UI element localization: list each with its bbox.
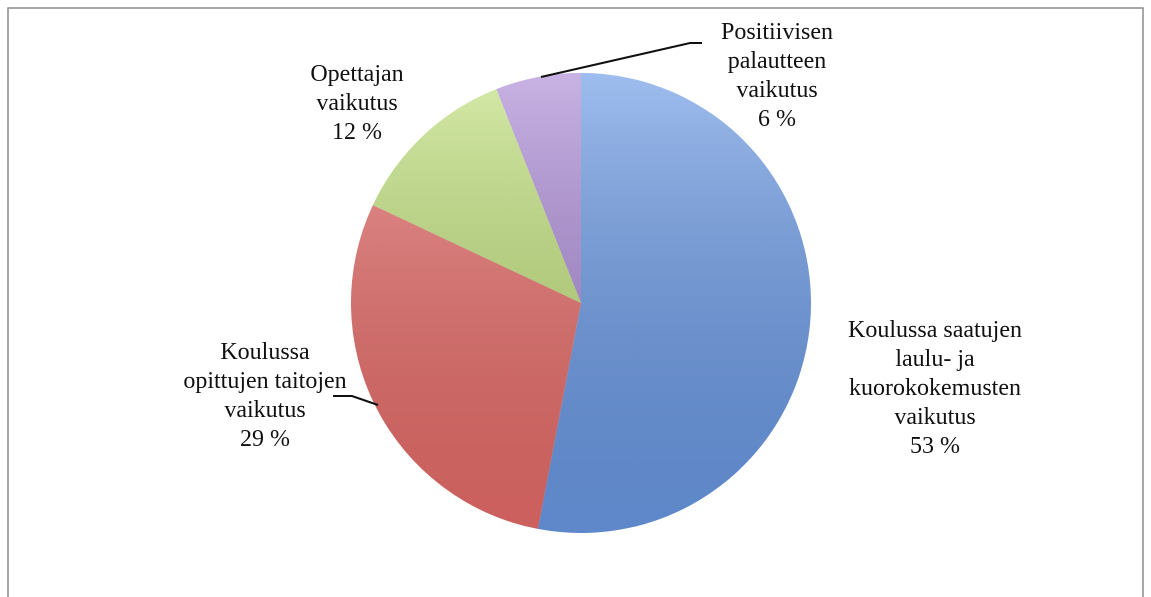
slices — [351, 73, 811, 533]
value-label: 29 % — [240, 426, 290, 452]
value-label: 53 % — [910, 433, 960, 459]
leader-line — [540, 42, 702, 78]
slice-label: Koulussa saatujen laulu- ja kuorokokemus… — [848, 316, 1022, 461]
category-label: Positiivisen palautteen vaikutus — [720, 19, 834, 103]
value-label: 6 % — [758, 106, 796, 132]
category-label: Koulussa opittujen taitojen vaikutus — [183, 339, 347, 423]
leader-line — [333, 395, 379, 406]
slice-label: Koulussa opittujen taitojen vaikutus 29 % — [183, 338, 346, 454]
category-label: Opettajan vaikutus — [310, 61, 404, 116]
category-label: Koulussa saatujen laulu- ja kuorokokemus… — [848, 317, 1022, 430]
slice-label: Opettajan vaikutus 12 % — [310, 60, 403, 147]
chart-frame — [7, 7, 1144, 597]
slice-label: Positiivisen palautteen vaikutus 6 % — [721, 18, 833, 134]
value-label: 12 % — [331, 119, 382, 145]
